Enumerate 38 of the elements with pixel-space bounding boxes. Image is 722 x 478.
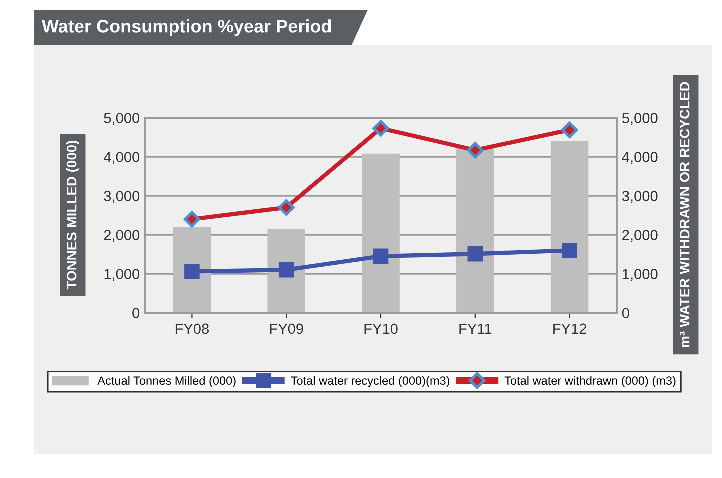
point: [184, 264, 200, 280]
bar: [456, 147, 494, 313]
bar: [362, 154, 400, 313]
bar: [550, 141, 589, 313]
point: [562, 242, 578, 258]
legend-label: Total water withdrawn (000) (m3): [504, 376, 676, 388]
x-tick-label: FY08: [176, 324, 209, 334]
bar: [268, 229, 306, 313]
point: [373, 248, 389, 264]
legend-label: Total water recycled (000)(m3): [291, 376, 450, 388]
y2-tick-label: 0: [622, 308, 630, 318]
chart-title: Water Consumption %year Period: [42, 20, 332, 36]
point: [562, 122, 578, 138]
y-tick-label: 1,000: [104, 269, 140, 282]
y2-tick-label: 3,000: [622, 191, 658, 204]
y-tick-label: 3,000: [104, 191, 140, 204]
point: [278, 262, 294, 278]
x-tick-label: FY11: [460, 324, 492, 334]
x-tick-label: FY10: [364, 324, 398, 334]
y-tick-label: 0: [132, 308, 140, 318]
legend-label: Actual Tonnes Milled (000): [98, 376, 236, 388]
y2-tick-label: 2,000: [622, 230, 658, 242]
y2-tick-label: 5,000: [622, 113, 658, 126]
y2-tick-label: 4,000: [622, 152, 658, 164]
bar: [173, 227, 212, 313]
y-tick-label: 2,000: [104, 230, 140, 242]
y-tick-label: 4,000: [104, 152, 140, 164]
x-tick-label: FY09: [270, 324, 304, 334]
point: [468, 246, 484, 262]
y2-tick-label: 1,000: [622, 269, 658, 282]
point: [372, 120, 390, 137]
point: [278, 199, 295, 216]
x-tick-label: FY12: [554, 324, 586, 334]
y2-axis-title: m³ WATER WITHDRAWN OR RECYCLED: [680, 82, 690, 348]
y-axis-title: TONNES MILLED (000): [66, 140, 80, 290]
y-tick-label: 5,000: [104, 113, 140, 126]
point: [467, 142, 484, 159]
point: [184, 211, 200, 228]
